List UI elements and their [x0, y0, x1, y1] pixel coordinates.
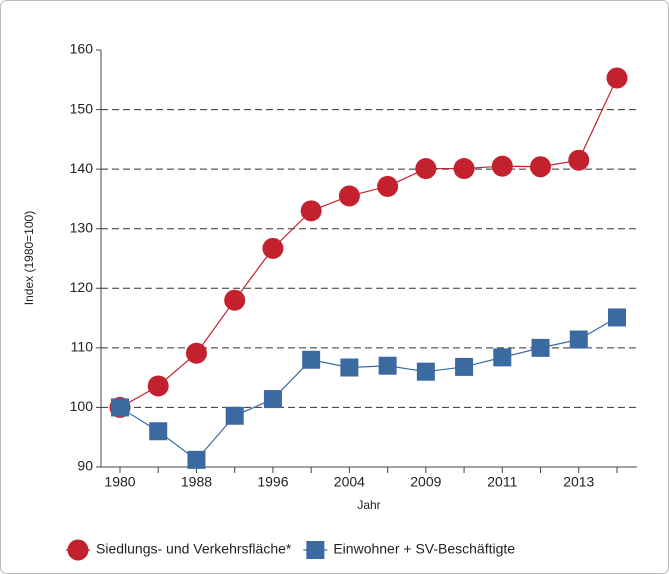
y-tick-label: 90 [77, 458, 93, 474]
marker [531, 338, 550, 357]
marker [262, 237, 284, 259]
marker [338, 185, 360, 207]
legend-marker [306, 541, 325, 559]
legend-label: Siedlungs- und Verkehrsfläche* [96, 541, 292, 557]
marker [416, 362, 435, 381]
marker [453, 158, 475, 180]
x-tick-label: 2004 [334, 474, 365, 490]
marker [606, 67, 628, 89]
marker [263, 390, 282, 409]
x-tick-label: 2011 [487, 474, 517, 490]
y-tick-label: 100 [70, 398, 94, 414]
x-tick-label: 1996 [257, 474, 288, 490]
marker [569, 330, 588, 349]
legend-label: Einwohner + SV-Beschäftigte [333, 541, 515, 557]
marker [224, 289, 246, 311]
marker [149, 422, 168, 441]
y-tick-label: 140 [70, 160, 94, 176]
marker [377, 175, 399, 197]
marker [493, 348, 512, 367]
y-axis-label: Index (1980=100) [22, 211, 36, 305]
x-tick-label: 2013 [563, 474, 594, 490]
marker [530, 156, 552, 178]
y-tick-label: 130 [70, 219, 94, 235]
marker [185, 342, 207, 364]
legend-marker [67, 539, 89, 561]
marker [415, 158, 437, 180]
y-tick-label: 150 [70, 100, 94, 116]
marker [225, 406, 244, 425]
marker [491, 155, 513, 177]
marker [455, 357, 474, 376]
marker [147, 375, 169, 397]
x-tick-label: 2009 [410, 474, 441, 490]
y-tick-label: 120 [70, 279, 94, 295]
marker [302, 350, 321, 369]
marker [111, 398, 129, 417]
marker [378, 356, 397, 375]
marker [300, 200, 322, 222]
y-tick-label: 160 [70, 41, 94, 57]
marker [187, 450, 206, 469]
marker [340, 358, 359, 377]
x-tick-label: 1988 [181, 474, 212, 490]
marker [568, 149, 590, 171]
x-axis-label: Jahr [357, 498, 380, 512]
x-tick-label: 1980 [104, 474, 135, 490]
y-tick-label: 110 [71, 339, 94, 355]
marker [608, 308, 626, 327]
